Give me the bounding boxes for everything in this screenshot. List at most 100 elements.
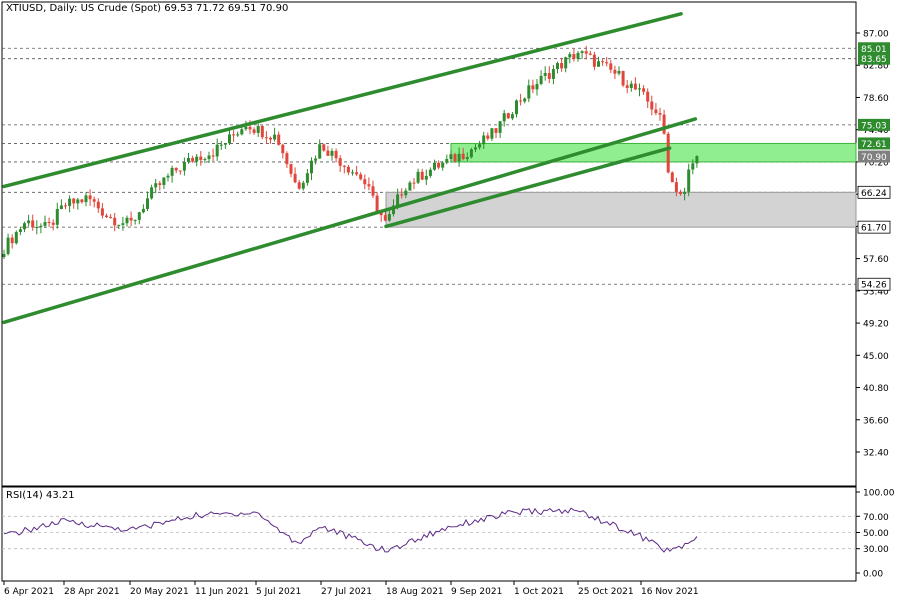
rsi-axis-label: 100.00 — [863, 489, 895, 499]
candle-body — [326, 150, 330, 156]
candle-body — [674, 182, 678, 192]
price-axis-label: 45.00 — [863, 352, 889, 362]
candle-body — [515, 100, 518, 115]
price-tag-label: 83.65 — [861, 55, 887, 65]
candle-body — [277, 134, 281, 145]
candle-body — [207, 155, 211, 160]
candle-body — [236, 134, 240, 136]
candle-body — [64, 205, 67, 207]
candle-body — [387, 214, 391, 221]
candle-body — [51, 222, 55, 225]
candle-body — [31, 220, 35, 228]
candle-body — [18, 229, 22, 233]
candle-body — [80, 199, 84, 203]
price-axis-label: 87.00 — [863, 30, 889, 40]
candle-body — [400, 194, 404, 196]
candle-body — [592, 54, 596, 67]
candle-body — [55, 209, 59, 225]
price-axis-label: 74.40 — [863, 126, 889, 136]
candle-body — [469, 149, 473, 158]
candle-body — [84, 195, 88, 203]
candle-body — [691, 163, 695, 170]
candle-body — [109, 216, 113, 218]
candle-body — [182, 162, 186, 171]
candle-body — [424, 175, 428, 180]
candle-body — [281, 144, 285, 154]
candle-body — [556, 63, 559, 70]
candle-body — [580, 51, 584, 53]
candle-body — [478, 144, 482, 148]
candle-body — [535, 83, 539, 90]
candle-body — [72, 198, 76, 204]
candle-body — [523, 98, 527, 102]
candle-body — [203, 159, 207, 161]
candle-body — [613, 69, 617, 74]
candle-body — [527, 85, 531, 99]
candle-body — [683, 191, 687, 194]
candle-body — [47, 221, 51, 223]
candle-body — [396, 194, 400, 206]
rsi-axis-label: 50.00 — [863, 529, 889, 539]
candle-body — [625, 85, 629, 88]
candle-body — [260, 125, 264, 138]
candle-body — [150, 187, 154, 199]
candle-body — [117, 224, 121, 226]
candle-body — [642, 88, 646, 92]
candle-body — [318, 144, 322, 159]
rsi-label: RSI(14) 43.21 — [6, 490, 75, 501]
candle-body — [187, 158, 190, 163]
candle-body — [437, 162, 441, 168]
candle-body — [346, 166, 350, 173]
candle-body — [27, 220, 31, 224]
candle-body — [100, 208, 104, 216]
candle-body — [531, 85, 535, 90]
candle-body — [687, 169, 691, 192]
rsi-axis-label: 30.00 — [863, 545, 889, 555]
candle-body — [584, 51, 588, 54]
candle-body — [568, 54, 572, 58]
candle-body — [334, 150, 338, 159]
candle-body — [428, 169, 432, 176]
date-axis-label: 9 Sep 2021 — [451, 587, 502, 597]
candle-body — [679, 191, 682, 194]
candle-body — [297, 182, 301, 189]
rsi-axis-label: 70.00 — [863, 513, 889, 523]
date-axis-label: 20 May 2021 — [130, 587, 189, 597]
candle-body — [572, 54, 576, 59]
candle-body — [576, 52, 580, 59]
candle-body — [646, 91, 650, 102]
candle-body — [133, 219, 137, 221]
candle-body — [301, 182, 305, 189]
date-axis-label: 18 Aug 2021 — [386, 587, 444, 597]
candle-body — [342, 165, 346, 167]
support-zone — [385, 191, 857, 228]
candle-body — [465, 157, 469, 160]
candle-body — [654, 109, 658, 114]
candle-body — [597, 61, 600, 67]
candle-body — [453, 154, 457, 162]
candle-body — [482, 135, 486, 145]
price-tag-box — [858, 42, 890, 55]
candle-body — [105, 215, 108, 217]
candle-body — [498, 121, 502, 133]
candle-body — [215, 144, 219, 157]
price-tag-label: 54.26 — [861, 281, 887, 291]
candle-body — [68, 198, 72, 206]
price-tag-label: 70.90 — [861, 153, 887, 163]
candle-body — [158, 183, 162, 185]
candle-body — [322, 144, 326, 151]
candle-body — [564, 57, 568, 69]
candle-body — [199, 156, 203, 160]
candle-body — [256, 125, 260, 133]
candle-body — [170, 167, 174, 176]
price-tag-label: 66.24 — [861, 189, 887, 199]
candle-body — [293, 173, 297, 183]
candle-body — [330, 150, 334, 156]
price-axis-label: 32.40 — [863, 449, 889, 459]
candle-body — [219, 144, 223, 146]
candle-body — [129, 217, 133, 221]
candle-body — [461, 153, 465, 160]
candle-body — [547, 73, 551, 79]
price-axis-label: 36.60 — [863, 416, 889, 426]
